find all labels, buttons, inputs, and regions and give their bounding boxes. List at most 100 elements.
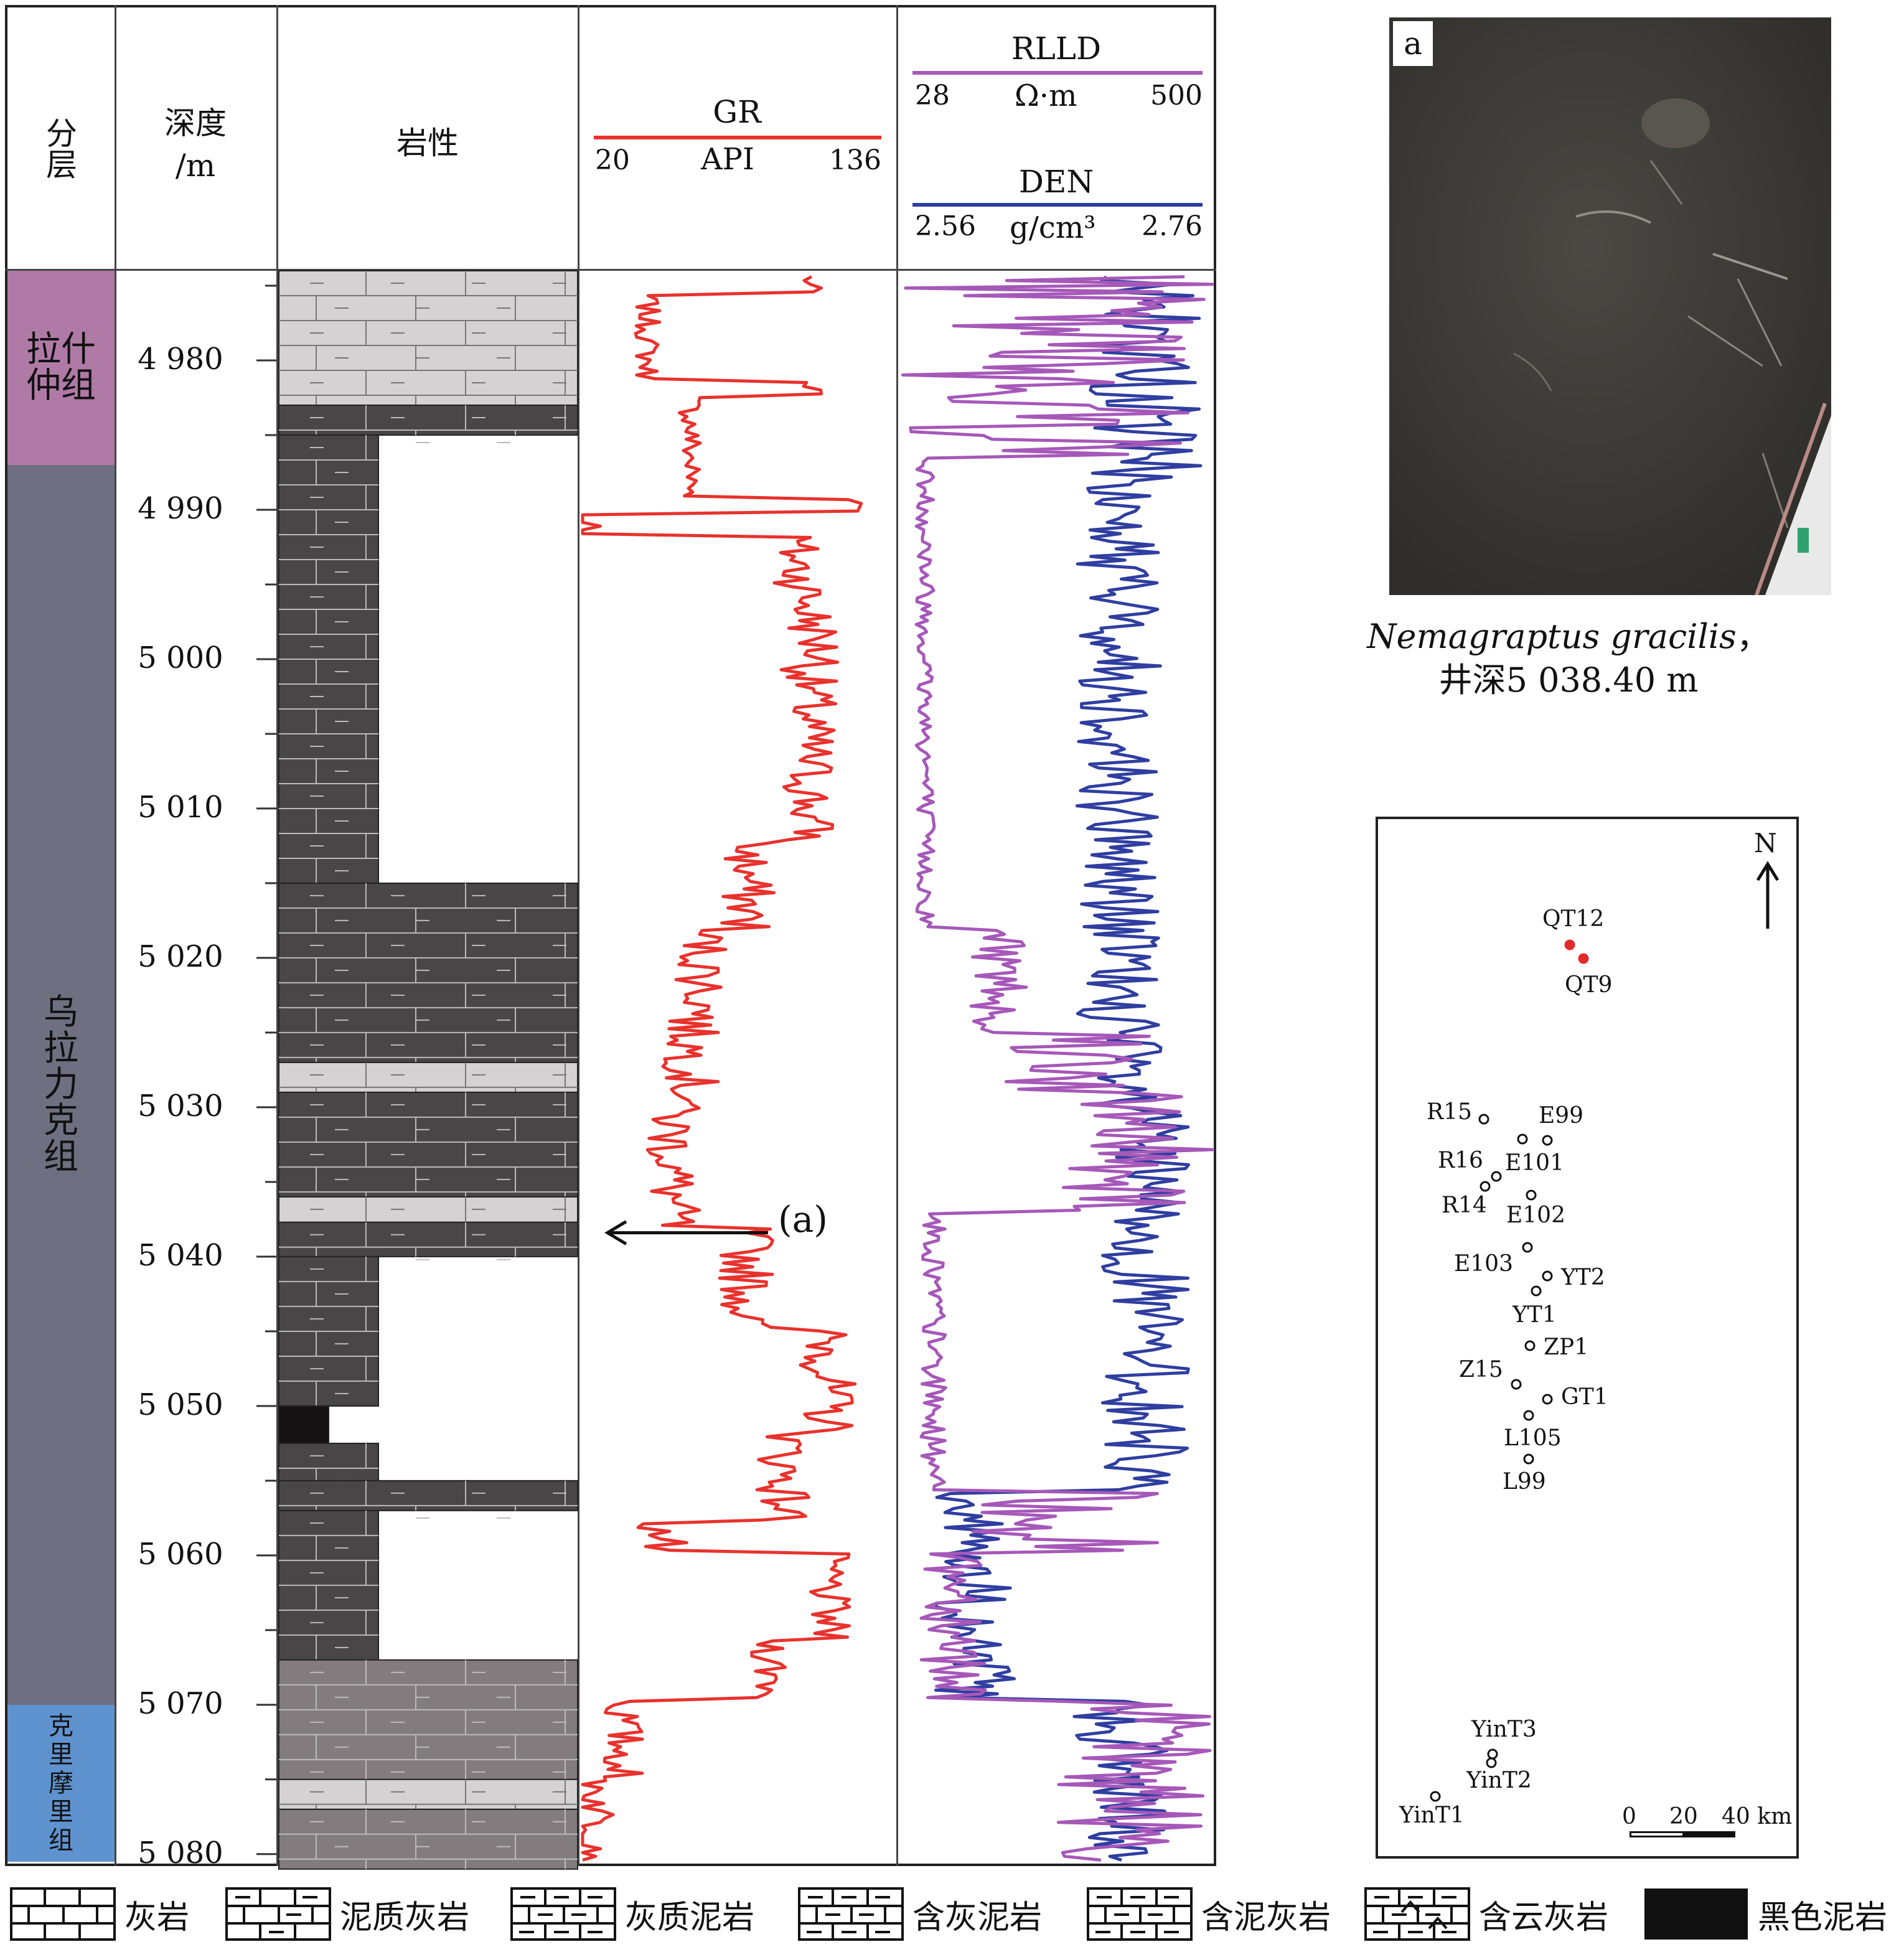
north-arrow-icon [1756,861,1780,929]
well-marker [1522,1242,1533,1253]
gr-scale-bar [594,136,881,139]
legend-label: 含泥灰岩 [1201,1898,1331,1936]
sample-arrow-label: (a) [778,1198,828,1241]
column-divider [115,5,116,1866]
rlld-max: 500 [1150,80,1203,111]
well-label: ZP1 [1544,1335,1589,1360]
header-divider [5,269,1216,271]
well-label: YT2 [1561,1265,1605,1290]
sample-arrow-icon [604,1220,768,1246]
gr-min: 20 [595,144,630,176]
den-max: 2.76 [1142,210,1203,242]
depth-tick-label: 4 990 [138,490,223,526]
formation-label: 拉什仲组 [26,329,96,406]
gr-curve [581,275,863,1862]
depth-tick-label: 5 050 [138,1387,223,1422]
legend-item: 泥质灰岩 [225,1886,469,1942]
well-label: L105 [1504,1425,1562,1451]
log-tracks [256,270,1215,1870]
well-marker [1542,1135,1553,1146]
depth-tick-label: 5 080 [138,1835,223,1870]
photo-caption-depth: 井深5 038.40 m [1438,660,1699,700]
legend-label: 含灰泥岩 [912,1898,1043,1936]
legend-label: 含云灰岩 [1479,1898,1609,1936]
well-label: R14 [1442,1193,1487,1218]
photo-tag: a [1393,21,1433,66]
rlld-scale-bar [912,71,1203,75]
den-scale-bar [912,203,1203,207]
legend-item: 灰岩 [10,1886,189,1942]
well-label: R15 [1427,1099,1472,1125]
lime-bearing-mudstone-swatch-icon [798,1887,904,1941]
scale-label-0: 0 [1622,1804,1636,1829]
well-marker [1542,1270,1553,1282]
well-log-panel [5,5,1216,1866]
well-marker [1517,1133,1528,1145]
well-label: R16 [1438,1148,1483,1173]
well-label: E103 [1454,1251,1513,1277]
well-marker [1531,1285,1542,1297]
depth-unit: /m [175,148,216,184]
well-label: GT1 [1561,1384,1608,1410]
layer-header: 分层 [41,117,77,179]
depth-tick-label: 4 980 [138,341,223,377]
dolomitic-limestone-swatch-icon [1364,1887,1470,1941]
well-label: L99 [1503,1469,1546,1494]
lithology-interval [278,270,578,406]
well-marker [1523,1453,1534,1465]
legend-label: 灰质泥岩 [625,1898,755,1936]
graptolite-photo [1389,17,1831,595]
well-label: E101 [1505,1150,1564,1176]
lithology-interval [278,1221,578,1257]
legend-item: 含云灰岩 [1364,1886,1608,1942]
legend-label: 泥质灰岩 [340,1898,470,1936]
rlld-min: 28 [915,80,950,111]
depth-header: 深度 [164,105,227,141]
formation-3: 克里摩里组 [7,1704,115,1862]
lithology-interval [278,1196,578,1223]
calcareous-mudstone-swatch-icon [510,1887,616,1941]
depth-tick-label: 5 070 [138,1686,223,1721]
well-marker [1491,1171,1502,1182]
scale-bar [1630,1831,1735,1837]
well-marker [1578,953,1589,964]
scale-label-20: 20 [1669,1804,1698,1829]
well-label: QT9 [1565,972,1613,998]
well-marker [1486,1757,1497,1768]
lithology-header: 岩性 [396,125,459,161]
marly-limestone-swatch-icon [225,1887,331,1941]
depth-tick-label: 5 010 [138,789,223,825]
well-marker [1478,1114,1489,1125]
formation-2: 乌拉力克组 [7,464,115,1705]
well-marker [1526,1189,1537,1201]
lithology-interval [278,1405,329,1444]
well-marker [1542,1394,1553,1405]
legend-label: 灰岩 [124,1898,190,1936]
formation-label: 乌拉力克组 [44,992,78,1177]
well-label: Z15 [1459,1357,1503,1382]
gr-unit: API [701,142,754,177]
formation-label: 克里摩里组 [49,1711,73,1855]
rlld-header: RLLD [1011,30,1102,67]
formation-1: 拉什仲组 [7,271,115,465]
legend-item: 含灰泥岩 [798,1886,1042,1942]
depth-tick-label: 5 060 [138,1536,223,1572]
depth-tick-label: 5 000 [138,640,223,675]
well-label: E102 [1506,1203,1565,1228]
well-marker [1511,1379,1522,1390]
legend-item: 含泥灰岩 [1087,1886,1331,1942]
legend-item: 灰质泥岩 [510,1886,754,1942]
north-label: N [1754,828,1777,858]
depth-tick-label: 5 030 [138,1088,223,1124]
den-unit: g/cm³ [1010,210,1096,245]
well-marker [1524,1340,1536,1351]
well-marker [1430,1791,1441,1802]
well-label: YinT1 [1399,1803,1465,1828]
gr-header: GR [713,94,761,130]
column-divider [276,5,278,1866]
well-marker [1480,1181,1491,1192]
depth-tick-label: 5 040 [138,1237,223,1273]
location-map [1376,817,1799,1859]
legend-item: 黑色泥岩 [1643,1886,1887,1942]
